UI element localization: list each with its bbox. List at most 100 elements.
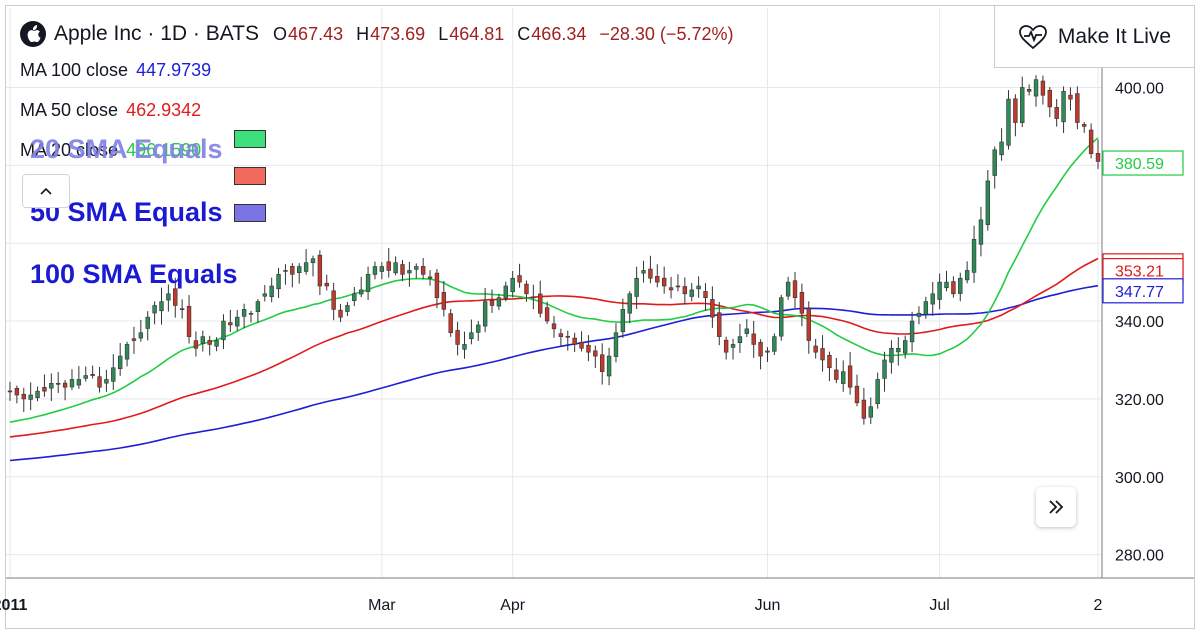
candle[interactable] [1033, 75, 1039, 107]
candle[interactable] [179, 299, 185, 319]
candle[interactable] [923, 296, 929, 319]
candle[interactable] [166, 284, 171, 312]
candle[interactable] [641, 260, 646, 283]
candle[interactable] [104, 369, 109, 392]
candle[interactable] [703, 283, 708, 311]
candle[interactable] [76, 366, 82, 389]
candle[interactable] [14, 385, 20, 404]
candle[interactable] [799, 283, 805, 327]
candle[interactable] [358, 276, 364, 298]
candle[interactable] [276, 267, 281, 298]
candle[interactable] [586, 335, 591, 362]
time-axis[interactable]: 2011 Mar Apr Jun Jul 2 [0, 597, 1103, 614]
candle[interactable] [951, 276, 956, 298]
candle[interactable] [772, 333, 777, 356]
candle[interactable] [248, 310, 254, 323]
candle[interactable] [1047, 87, 1052, 118]
candle[interactable] [173, 277, 178, 318]
candle[interactable] [21, 387, 26, 412]
candle[interactable] [510, 271, 515, 298]
candle[interactable] [324, 274, 329, 291]
candle[interactable] [400, 259, 405, 281]
candle[interactable] [420, 257, 426, 279]
candle[interactable] [448, 309, 453, 337]
ma-100-line[interactable] [9, 284, 1099, 462]
candle[interactable] [228, 309, 233, 332]
candle[interactable] [455, 321, 460, 356]
candle[interactable] [7, 381, 13, 401]
scroll-to-realtime-button[interactable] [1036, 487, 1076, 527]
candle[interactable] [297, 263, 302, 284]
candle[interactable] [97, 366, 102, 393]
candle[interactable] [916, 306, 922, 325]
candle[interactable] [779, 294, 784, 341]
candle[interactable] [854, 374, 860, 407]
candle[interactable] [737, 323, 743, 353]
candle[interactable] [827, 351, 832, 382]
candle[interactable] [1020, 76, 1025, 128]
candle[interactable] [489, 289, 495, 313]
candle[interactable] [723, 336, 729, 360]
candle[interactable] [751, 320, 756, 358]
candle[interactable] [531, 284, 536, 310]
candle[interactable] [221, 314, 226, 350]
candle[interactable] [386, 248, 391, 278]
candle[interactable] [792, 272, 798, 309]
candle[interactable] [255, 299, 261, 323]
candle[interactable] [138, 319, 144, 342]
candle[interactable] [551, 315, 557, 338]
candle[interactable] [441, 280, 447, 317]
candle[interactable] [847, 352, 853, 395]
candle[interactable] [868, 397, 873, 424]
candle[interactable] [758, 339, 763, 370]
ma-50-line[interactable] [9, 257, 1099, 438]
candle[interactable] [111, 354, 116, 390]
collapse-legend-button[interactable] [22, 174, 70, 208]
candle[interactable] [889, 340, 894, 374]
candle[interactable] [331, 282, 336, 321]
candle[interactable] [393, 256, 398, 276]
candle[interactable] [90, 365, 95, 379]
candle[interactable] [35, 386, 40, 402]
candle[interactable] [62, 379, 68, 401]
candle[interactable] [909, 311, 915, 353]
candle[interactable] [1013, 94, 1018, 137]
ma-20-legend[interactable]: MA 20 close 496.1590 [20, 140, 201, 161]
candle[interactable] [145, 311, 150, 341]
candle[interactable] [861, 387, 867, 425]
candle[interactable] [902, 335, 908, 359]
candle[interactable] [1068, 87, 1073, 111]
candle[interactable] [517, 263, 522, 288]
candle[interactable] [200, 330, 206, 352]
candle[interactable] [882, 351, 887, 392]
candle[interactable] [1088, 123, 1094, 159]
candle[interactable] [613, 323, 619, 363]
candle[interactable] [930, 282, 935, 316]
candle[interactable] [544, 301, 550, 324]
candle[interactable] [634, 266, 639, 310]
candle[interactable] [806, 301, 811, 354]
candle[interactable] [696, 276, 701, 298]
candle[interactable] [1095, 139, 1101, 170]
candle[interactable] [820, 335, 825, 372]
candle[interactable] [186, 295, 192, 344]
ma-100-legend[interactable]: MA 100 close 447.9739 [20, 60, 211, 81]
candle[interactable] [689, 282, 694, 302]
candle[interactable] [579, 331, 584, 352]
candle[interactable] [964, 261, 970, 284]
candle[interactable] [407, 262, 412, 287]
candle[interactable] [1082, 122, 1087, 133]
make-it-live-button[interactable]: Make It Live [994, 5, 1195, 68]
candle[interactable] [193, 331, 199, 357]
candle[interactable] [159, 287, 164, 325]
candle[interactable] [469, 319, 474, 345]
candle[interactable] [1054, 99, 1059, 127]
candle[interactable] [999, 128, 1004, 161]
candle[interactable] [235, 310, 240, 331]
candle[interactable] [434, 269, 440, 309]
candle[interactable] [785, 276, 791, 300]
candle[interactable] [524, 280, 529, 302]
candle[interactable] [427, 270, 433, 286]
candle[interactable] [937, 273, 942, 310]
